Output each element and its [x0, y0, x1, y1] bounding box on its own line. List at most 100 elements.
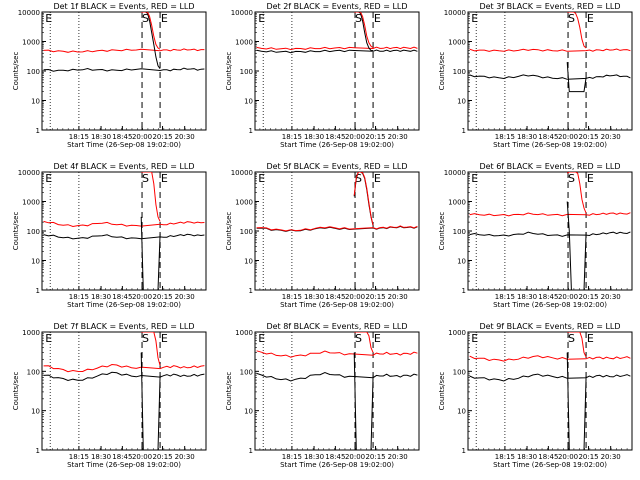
panel-title: Det 6f BLACK = Events, RED = LLD	[479, 162, 620, 171]
y-tick-label: 1	[249, 287, 253, 295]
event-marker-label: E	[374, 332, 381, 345]
event-marker-label: E	[161, 172, 168, 185]
y-tick-label: 10	[31, 408, 40, 416]
plot-frame	[254, 331, 420, 451]
x-axis-label: Start Time (26-Sep-08 19:02:00)	[493, 301, 607, 309]
x-axis-label: Start Time (26-Sep-08 19:02:00)	[280, 461, 394, 469]
y-tick-label: 1	[36, 287, 40, 295]
lld-series-line	[469, 212, 631, 217]
event-marker-label: E	[45, 172, 52, 185]
y-tick-label: 1	[462, 127, 466, 135]
x-axis-label: Start Time (26-Sep-08 19:02:00)	[493, 461, 607, 469]
event-marker-label: E	[471, 332, 478, 345]
x-tick-label: 20:15	[578, 453, 598, 461]
y-tick-label: 1000	[22, 39, 40, 47]
x-tick-label: 20:15	[152, 133, 172, 141]
y-tick-label: 10	[457, 408, 466, 416]
y-tick-label: 100	[27, 68, 40, 76]
x-tick-label: 20:00	[345, 293, 365, 301]
detector-panel: Det 2f BLACK = Events, RED = LLD 1 10 100 10…	[225, 2, 420, 149]
y-axis-label: Counts/sec	[225, 212, 233, 251]
x-tick-label: 20:00	[132, 133, 152, 141]
x-tick-label: 18:30	[91, 133, 111, 141]
x-tick-label: 18:15	[69, 133, 89, 141]
y-tick-label: 10000	[18, 9, 40, 17]
x-tick-label: 18:45	[325, 293, 345, 301]
x-tick-label: 18:15	[282, 293, 302, 301]
x-tick-label: 20:00	[132, 293, 152, 301]
x-axis-label: Start Time (26-Sep-08 19:02:00)	[280, 141, 394, 149]
x-tick-label: 18:15	[495, 453, 515, 461]
detector-panel: Det 5f BLACK = Events, RED = LLD 1 10 100 10…	[225, 162, 420, 309]
x-tick-label: 18:15	[282, 133, 302, 141]
x-axis-label: Start Time (26-Sep-08 19:02:00)	[67, 301, 181, 309]
event-marker-label: S	[142, 172, 149, 185]
event-marker-label: E	[374, 172, 381, 185]
event-marker-label: S	[355, 332, 362, 345]
events-series-line	[354, 12, 374, 52]
x-tick-label: 20:15	[365, 453, 385, 461]
lld-series-line	[141, 12, 161, 50]
y-tick-label: 10000	[231, 169, 253, 177]
y-tick-label: 100	[453, 68, 466, 76]
y-axis-label: Counts/sec	[12, 372, 20, 411]
x-tick-label: 20:30	[175, 133, 195, 141]
y-tick-label: 10000	[18, 169, 40, 177]
plot-frame	[41, 331, 207, 451]
x-tick-label: 20:15	[365, 133, 385, 141]
lld-series-line	[43, 48, 205, 53]
y-tick-label: 10	[457, 98, 466, 106]
lld-series-line	[354, 332, 374, 353]
event-marker-label: E	[374, 12, 381, 25]
plot-frame	[467, 11, 633, 131]
event-marker-label: S	[355, 12, 362, 25]
x-tick-label: 18:45	[325, 133, 345, 141]
panel-title: Det 8f BLACK = Events, RED = LLD	[266, 322, 407, 331]
x-tick-label: 20:15	[152, 293, 172, 301]
y-axis-label: Counts/sec	[225, 372, 233, 411]
x-tick-label: 20:00	[558, 133, 578, 141]
plot-frame	[254, 11, 420, 131]
panel-title: Det 4f BLACK = Events, RED = LLD	[53, 162, 194, 171]
y-tick-label: 1	[249, 447, 253, 455]
event-marker-label: S	[355, 172, 362, 185]
x-tick-label: 20:30	[175, 293, 195, 301]
event-marker-label: E	[587, 172, 594, 185]
y-tick-label: 1000	[448, 39, 466, 47]
y-tick-label: 1	[36, 447, 40, 455]
y-tick-label: 1	[249, 127, 253, 135]
event-marker-label: S	[142, 332, 149, 345]
y-tick-label: 10	[31, 98, 40, 106]
events-series-line	[256, 371, 418, 382]
x-tick-label: 18:30	[91, 293, 111, 301]
x-tick-label: 20:00	[558, 293, 578, 301]
y-tick-label: 1	[462, 287, 466, 295]
lld-series-line	[141, 172, 161, 222]
x-tick-label: 20:30	[601, 133, 621, 141]
x-tick-label: 18:30	[91, 453, 111, 461]
plot-frame	[41, 171, 207, 291]
detector-panel: Det 7f BLACK = Events, RED = LLD 1 10 100 10…	[12, 322, 207, 469]
event-marker-label: E	[45, 12, 52, 25]
event-marker-label: E	[587, 12, 594, 25]
events-series-line	[566, 352, 587, 450]
x-tick-label: 20:30	[601, 453, 621, 461]
event-marker-label: E	[161, 12, 168, 25]
event-marker-label: E	[258, 172, 265, 185]
y-tick-label: 10	[244, 98, 253, 106]
y-tick-label: 100	[27, 228, 40, 236]
lld-series-line	[353, 172, 374, 226]
y-tick-label: 100	[27, 368, 40, 376]
event-marker-label: E	[258, 12, 265, 25]
x-tick-label: 18:45	[112, 453, 132, 461]
panel-title: Det 2f BLACK = Events, RED = LLD	[266, 2, 407, 11]
x-tick-label: 18:45	[538, 133, 558, 141]
y-tick-label: 1000	[235, 199, 253, 207]
x-tick-label: 18:15	[69, 293, 89, 301]
detector-panel: Det 4f BLACK = Events, RED = LLD 1 10 100 10…	[12, 162, 207, 309]
lld-series-line	[141, 332, 161, 366]
events-series-line	[566, 201, 587, 290]
x-axis-label: Start Time (26-Sep-08 19:02:00)	[493, 141, 607, 149]
x-axis-label: Start Time (26-Sep-08 19:02:00)	[280, 301, 394, 309]
